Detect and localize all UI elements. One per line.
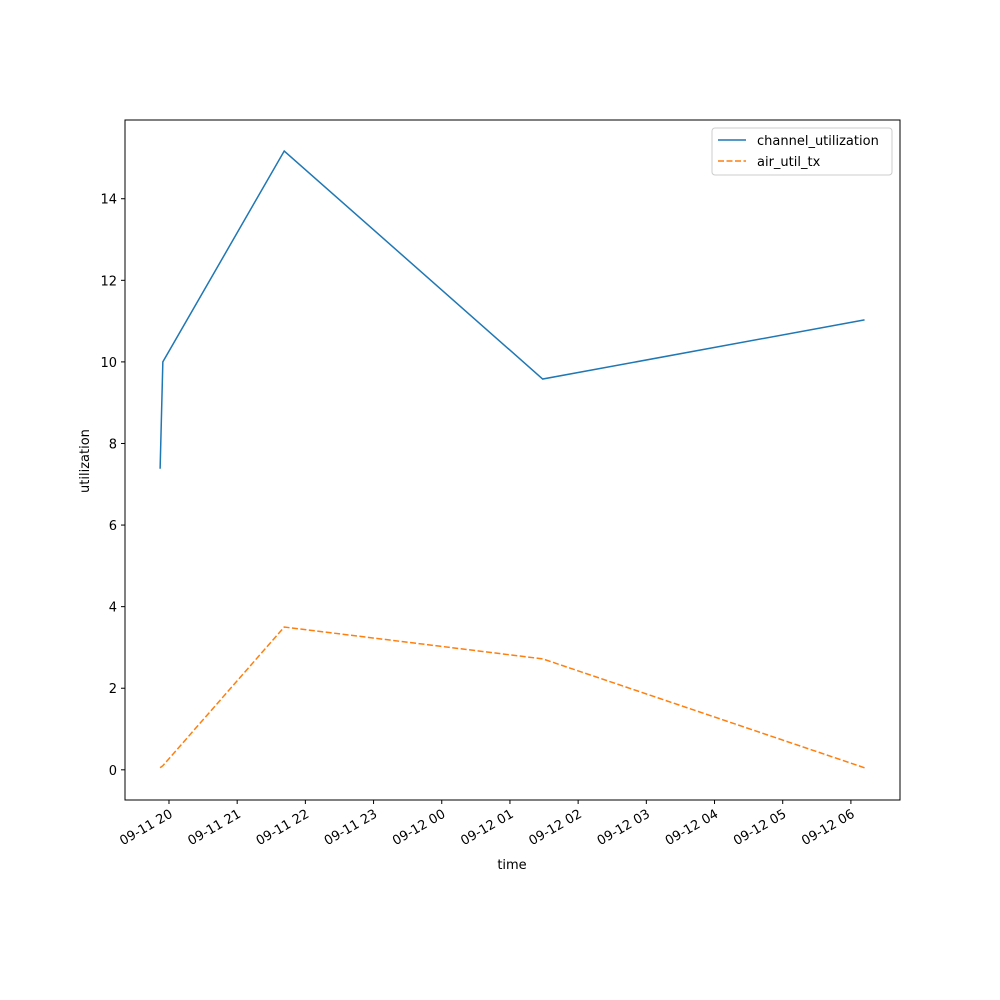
x-tick-label: 09-11 23 — [322, 807, 380, 849]
x-tick-label: 09-12 03 — [595, 807, 653, 849]
y-axis-label: utilization — [78, 429, 93, 493]
y-tick-label: 12 — [100, 274, 117, 289]
x-axis-label: time — [497, 858, 526, 873]
x-tick-label: 09-12 00 — [390, 807, 448, 849]
y-tick-label: 0 — [109, 764, 117, 779]
x-tick-label: 09-12 04 — [663, 807, 721, 849]
series-line — [159, 149, 865, 469]
plot-frame — [124, 119, 901, 801]
y-tick-label: 8 — [109, 437, 117, 452]
y-tick-label: 10 — [100, 356, 117, 371]
y-tick-label: 14 — [100, 193, 117, 208]
y-tick-label: 4 — [109, 601, 117, 616]
x-tick-label: 09-11 20 — [117, 807, 175, 849]
series-line — [159, 626, 865, 769]
x-tick-label: 09-12 02 — [527, 807, 585, 849]
x-tick-label: 09-12 05 — [731, 807, 789, 849]
x-tick-label: 09-11 22 — [254, 807, 312, 849]
x-tick-label: 09-12 01 — [458, 807, 516, 849]
x-tick-label: 09-12 06 — [799, 807, 857, 849]
legend-label: air_util_tx — [757, 155, 821, 170]
y-tick-label: 6 — [109, 519, 117, 534]
legend-label: channel_utilization — [757, 134, 879, 149]
y-tick-label: 2 — [109, 682, 117, 697]
legend-box — [711, 127, 893, 176]
x-tick-label: 09-11 21 — [186, 807, 244, 849]
